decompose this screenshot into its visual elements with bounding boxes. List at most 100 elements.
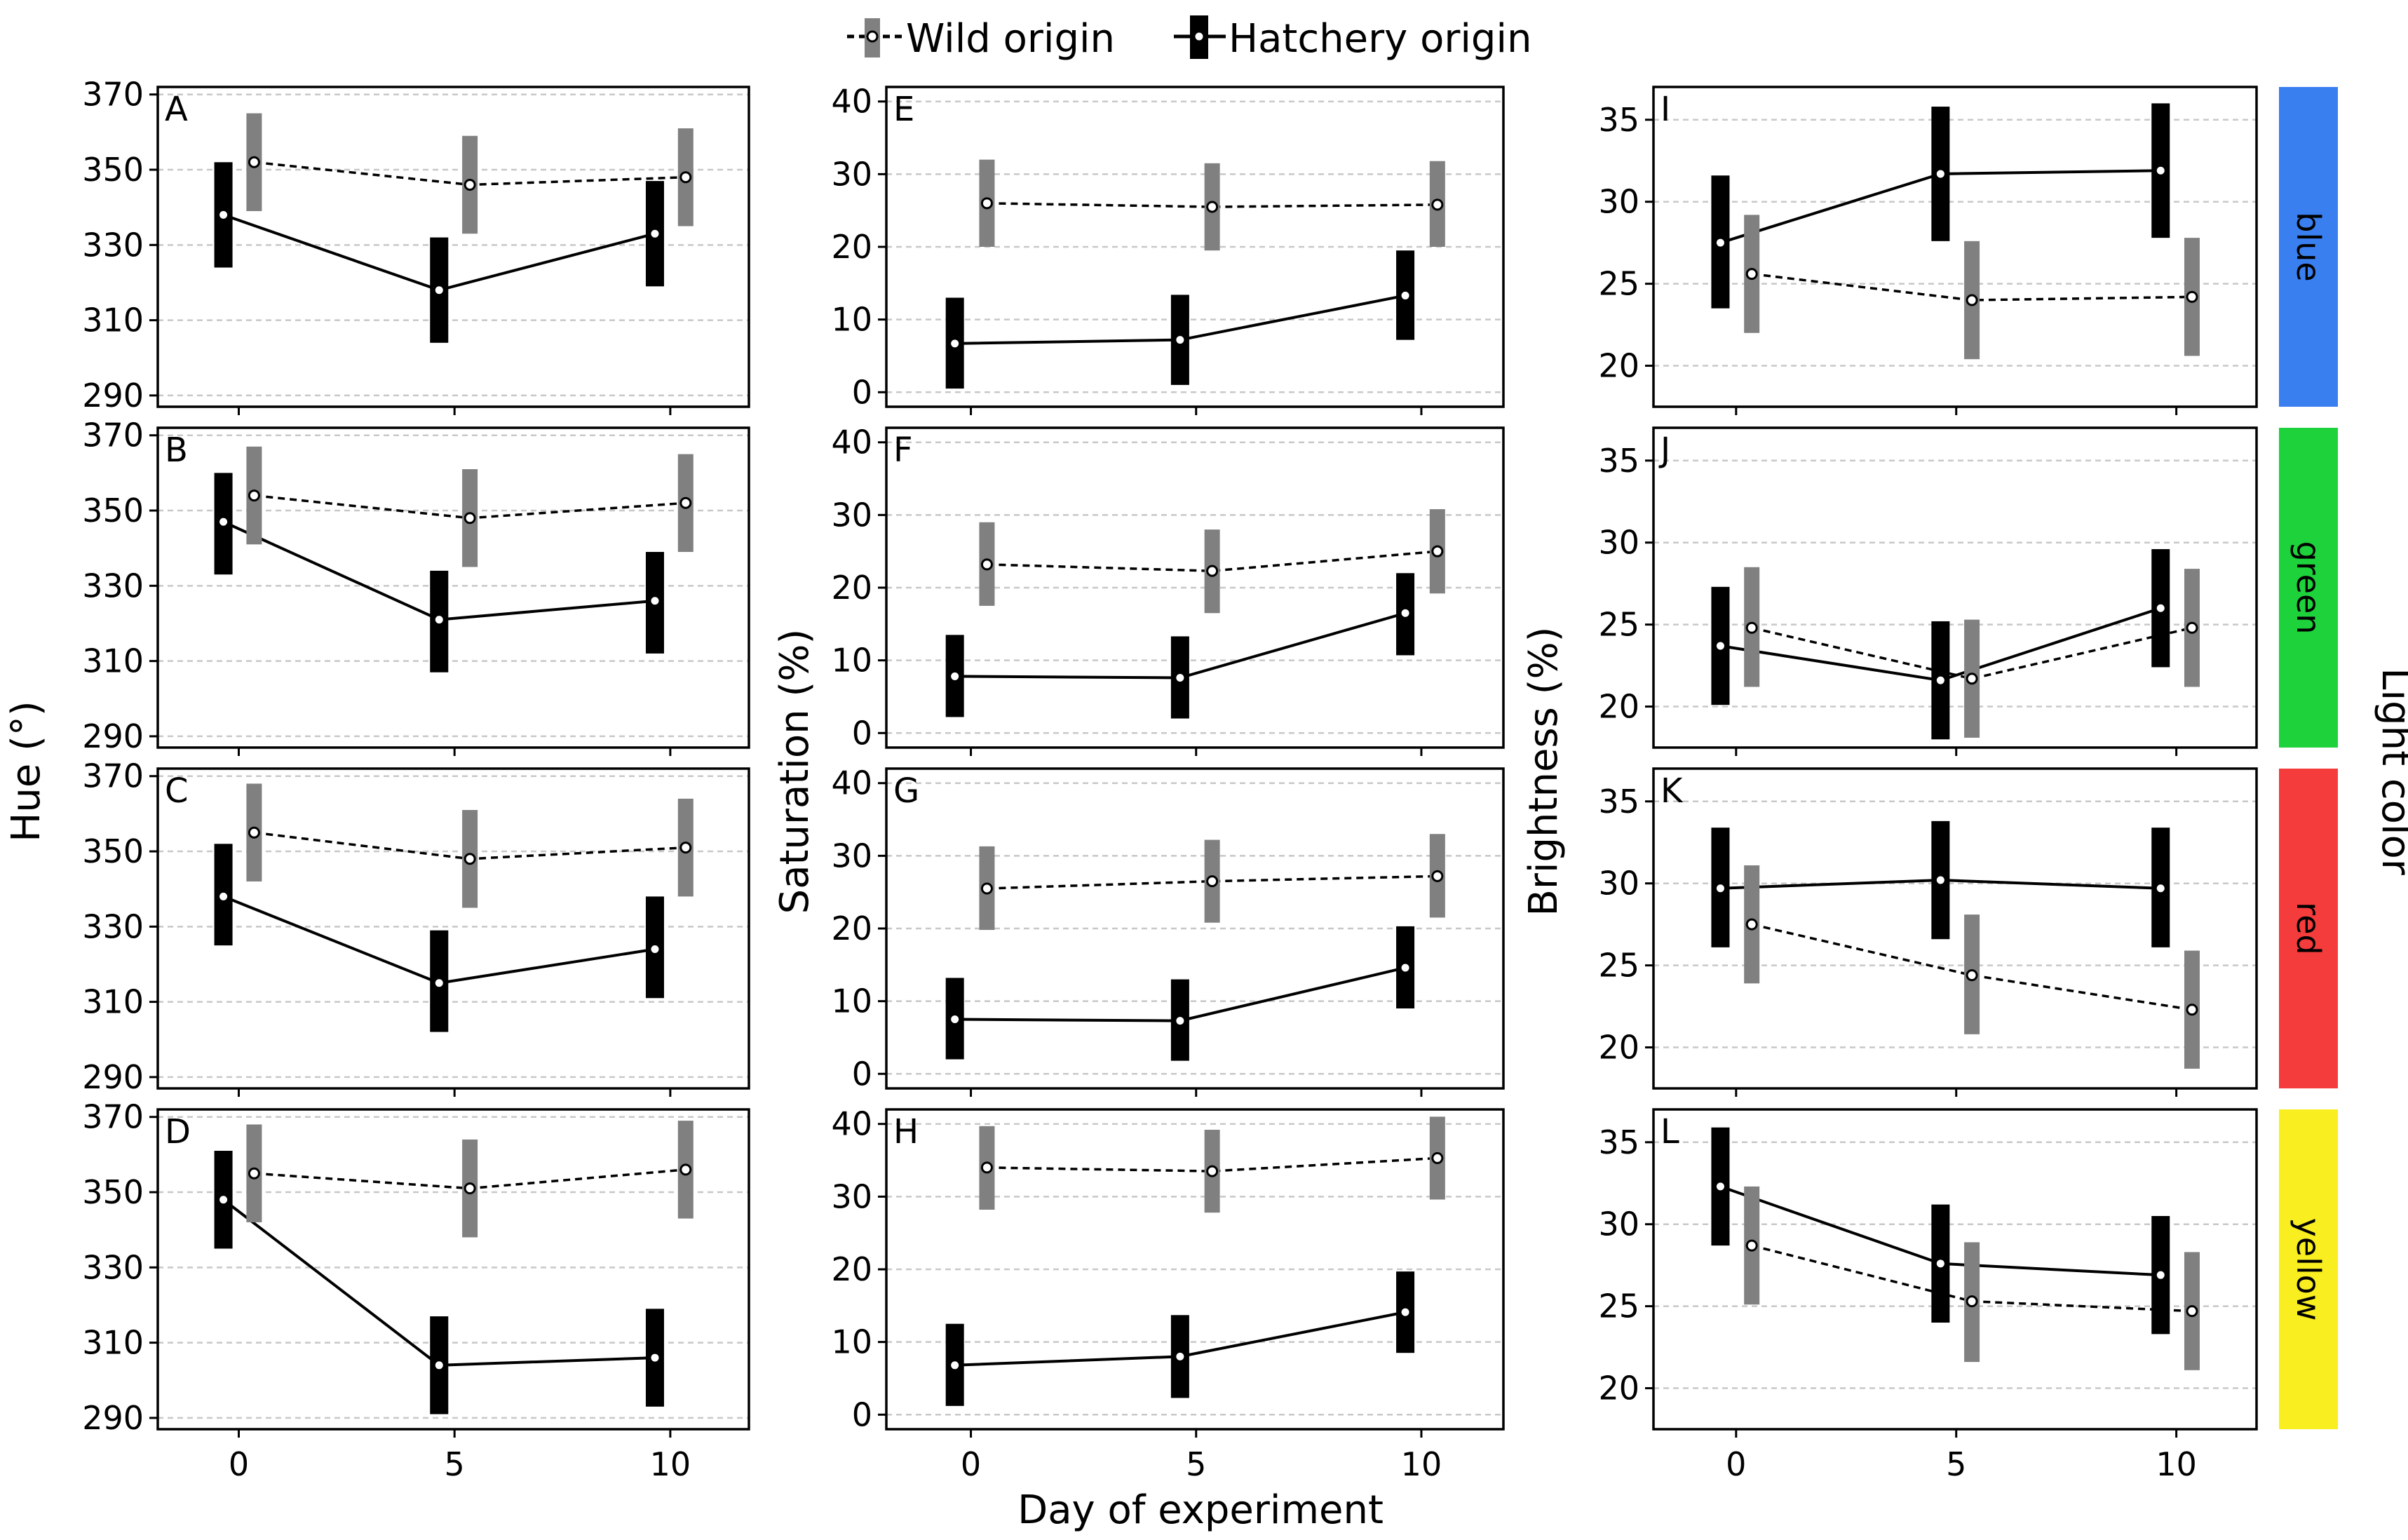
y-tick-label: 0: [852, 1055, 872, 1093]
hatchery-point: [1399, 607, 1412, 619]
y-tick-label: 25: [1598, 1288, 1639, 1325]
wild-series-line: [987, 202, 1438, 208]
hatchery-point: [217, 890, 230, 903]
panel-H: 0 10 20 30 40 0 5 10 H: [831, 1105, 1505, 1483]
panel-K: 20 25 30 35 K: [1598, 767, 2258, 1097]
y-tick-label: 310: [82, 302, 144, 339]
panel-I: 20 25 30 35 I: [1598, 86, 2258, 415]
hatchery-point: [1934, 168, 1947, 180]
wild-point: [1206, 565, 1219, 577]
wild-series-line: [1751, 923, 2193, 1011]
hatchery-point: [1714, 882, 1726, 895]
wild-point: [1966, 294, 1978, 306]
hatchery-point: [1399, 1306, 1412, 1318]
wild-point: [1966, 1295, 1978, 1308]
y-tick-label: 10: [831, 1323, 872, 1361]
panel-frame: [156, 1108, 750, 1431]
wild-point: [2186, 621, 2198, 634]
saturation-axis-title: Saturation (%): [772, 629, 818, 914]
panel-letter: J: [1658, 431, 1670, 470]
y-tick-label: 310: [82, 983, 144, 1021]
panel-G: 0 10 20 30 40 G: [831, 764, 1505, 1097]
wild-point: [248, 156, 260, 168]
brightness-axis-title: Brightness (%): [1521, 627, 1567, 917]
panel-letter: I: [1660, 90, 1670, 129]
y-tick-label: 35: [1598, 442, 1639, 480]
hatchery-point: [2154, 882, 2167, 895]
y-tick-label: 30: [831, 155, 872, 193]
wild-series-line: [987, 874, 1438, 890]
y-tick-label: 35: [1598, 1123, 1639, 1161]
y-tick-label: 370: [82, 757, 144, 795]
hatchery-point: [2154, 1269, 2167, 1281]
y-tick-label: 35: [1598, 783, 1639, 820]
panel-C: 290 310 330 350 370 C: [82, 757, 750, 1097]
strip-label: blue: [2289, 212, 2327, 281]
hatchery-point: [217, 1194, 230, 1206]
wild-point: [679, 1163, 692, 1176]
panel-letter: A: [165, 90, 188, 129]
legend-hatchery-key: [1174, 15, 1226, 59]
y-tick-label: 20: [1598, 1029, 1639, 1067]
hatchery-point: [2154, 602, 2167, 614]
y-tick-label: 25: [1598, 265, 1639, 303]
y-tick-label: 40: [831, 764, 872, 802]
strip-label: yellow: [2289, 1218, 2327, 1321]
strip-green: green: [2279, 428, 2338, 748]
panel-letter: C: [165, 771, 189, 811]
panel-frame: [1652, 1108, 2258, 1431]
y-tick-label: 40: [831, 424, 872, 461]
panel-letter: B: [165, 431, 188, 470]
strip-color-block: [2279, 428, 2338, 748]
panel-letter: E: [893, 90, 914, 129]
strip-red: red: [2279, 769, 2338, 1088]
wild-point: [1431, 1151, 1444, 1164]
legend-wild-label: Wild origin: [906, 16, 1115, 62]
wild-point: [464, 178, 476, 191]
y-tick-label: 20: [831, 910, 872, 947]
hatchery-point: [2154, 164, 2167, 177]
y-tick-label: 35: [1598, 101, 1639, 139]
wild-point: [679, 842, 692, 854]
y-tick-label: 30: [1598, 524, 1639, 562]
y-tick-label: 350: [82, 832, 144, 870]
panel-frame: [156, 767, 750, 1090]
wild-point: [1431, 198, 1444, 211]
hatchery-point: [649, 595, 661, 607]
panel-L: 20 25 30 35 0 5 10 L: [1598, 1108, 2258, 1483]
hatchery-point: [433, 1359, 445, 1372]
y-tick-label: 310: [82, 1324, 144, 1362]
panel-letter: H: [893, 1112, 919, 1151]
x-tick-label: 0: [961, 1445, 981, 1483]
y-tick-label: 370: [82, 76, 144, 114]
y-tick-label: 290: [82, 717, 144, 755]
y-tick-label: 290: [82, 377, 144, 414]
x-tick-label: 5: [1186, 1445, 1206, 1483]
y-tick-label: 350: [82, 151, 144, 189]
panel-frame: [1652, 86, 2258, 408]
strip-yellow: yellow: [2279, 1109, 2338, 1429]
x-tick-label: 0: [229, 1445, 249, 1483]
strip-color-block: [2279, 87, 2338, 407]
y-tick-label: 20: [831, 1250, 872, 1288]
wild-point: [248, 489, 260, 502]
panel-A: 290 310 330 350 370 A: [82, 76, 750, 415]
panel-frame: [1652, 426, 2258, 749]
y-tick-label: 40: [831, 83, 872, 121]
wild-point: [1431, 870, 1444, 882]
y-tick-label: 370: [82, 417, 144, 454]
x-axis-title: Day of experiment: [1017, 1487, 1384, 1533]
hatchery-point: [949, 670, 961, 682]
panel-letter: F: [893, 431, 913, 470]
wild-point: [1745, 918, 1758, 931]
y-tick-label: 10: [831, 642, 872, 680]
wild-series-line: [1751, 272, 2193, 302]
y-tick-label: 330: [82, 226, 144, 264]
wild-point: [1206, 875, 1219, 888]
x-tick-label: 5: [1946, 1445, 1966, 1483]
wild-point: [464, 1182, 476, 1195]
panel-letter: K: [1660, 771, 1684, 811]
x-tick-label: 0: [1726, 1445, 1746, 1483]
y-tick-label: 30: [1598, 865, 1639, 903]
